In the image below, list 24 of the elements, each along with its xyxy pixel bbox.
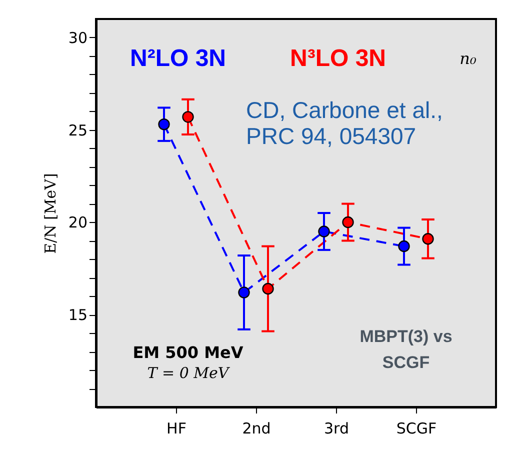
y-tick-label: 15 (68, 306, 88, 324)
annotation: T = 0 MeV (147, 364, 231, 382)
point (318, 226, 330, 238)
x-tick-label: SCGF (396, 420, 437, 438)
x-tick-label: HF (166, 420, 186, 438)
annotation: MBPT(3) vs SCGF (360, 327, 452, 372)
annotation: n₀ (460, 49, 477, 68)
point (262, 282, 274, 295)
y-axis-title: E/N [MeV] (41, 173, 60, 254)
point (422, 233, 434, 245)
text: N²LO 3N (130, 45, 226, 72)
text: N³LO 3N (290, 45, 386, 72)
x-tick-label: 3rd (324, 420, 349, 438)
point (238, 286, 250, 298)
annotation: EM 500 MeV (132, 343, 244, 362)
y-tick-label: 25 (68, 121, 88, 140)
point (158, 118, 170, 130)
point (182, 111, 194, 123)
x-tick-label: 2nd (242, 420, 271, 438)
point (342, 216, 354, 228)
y-tick-label: 30 (68, 28, 88, 47)
y-tick-label: 20 (68, 214, 88, 232)
point (398, 240, 410, 252)
annotation: CD, Carbone et al., PRC 94, 054307 (246, 97, 443, 149)
